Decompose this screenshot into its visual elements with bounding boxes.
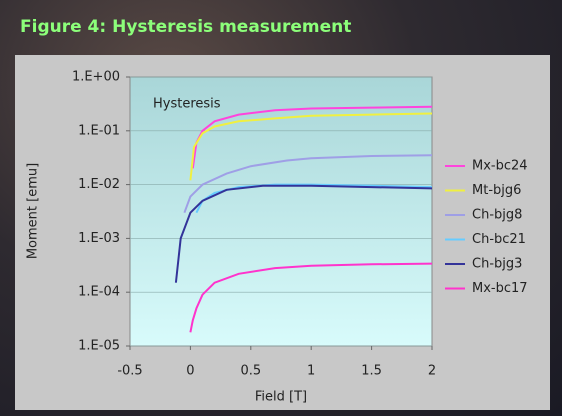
x-tick-label: 2 [428,364,436,379]
x-axis-label: Field [T] [255,390,307,405]
y-tick-label: 1.E-02 [78,177,120,192]
x-tick-label: 1 [307,364,315,379]
y-axis-label: Moment [emu] [26,163,41,259]
y-tick-label: 1.E-04 [78,285,120,300]
chart-title: Figure 4: Hysteresis measurement [20,17,351,37]
x-tick-label: 0.5 [240,364,261,379]
legend-label: Mx-bc17 [472,281,528,296]
legend-label: Ch-bjg8 [472,208,522,223]
y-tick-label: 1.E-03 [78,231,120,246]
legend-label: Ch-bc21 [472,232,526,247]
y-tick-label: 1.E-05 [78,339,120,354]
legend-label: Mx-bc24 [472,159,528,174]
x-tick-label: 1.5 [361,364,382,379]
chart: Figure 4: Hysteresis measurement Hystere… [0,0,562,416]
slide: Figure 4: Hysteresis measurement Hystere… [0,0,562,416]
annotation: Hysteresis [153,97,221,112]
x-tick-label: -0.5 [117,364,142,379]
legend-label: Ch-bjg3 [472,257,522,272]
y-tick-label: 1.E-01 [78,123,120,138]
legend-label: Mt-bjg6 [472,183,521,198]
x-tick-label: 0 [186,364,194,379]
y-tick-label: 1.E+00 [72,70,120,85]
